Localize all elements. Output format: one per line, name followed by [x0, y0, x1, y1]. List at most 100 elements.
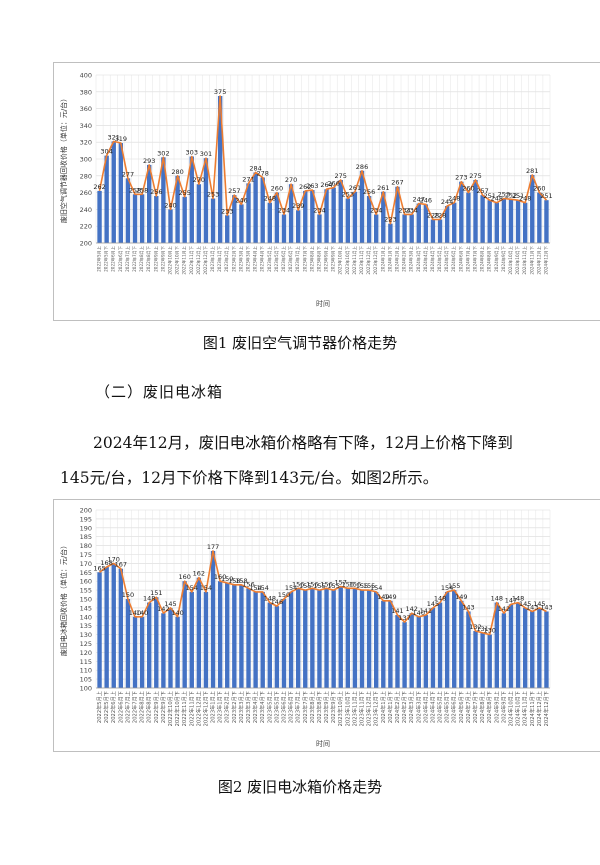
chart1-bar	[97, 190, 102, 243]
chart1-data-label: 263	[306, 182, 318, 190]
chart2-xtick-label: 2022年7月下	[131, 691, 139, 723]
chart2-bar	[132, 616, 138, 688]
chart1-bar	[381, 191, 386, 243]
chart2-ytick-label: 175	[80, 551, 92, 559]
chart1-data-label: 251	[540, 192, 552, 200]
chart1-bar	[310, 190, 315, 243]
chart1-xtick-label: 2024年5月下	[443, 246, 450, 272]
chart2-data-label: 170	[108, 555, 120, 563]
chart1-bar	[338, 180, 343, 243]
chart1-xtick-label: 2024年1月上	[379, 246, 386, 272]
chart1-bar	[139, 194, 145, 243]
chart2-data-label: 141	[391, 607, 403, 615]
chart1-bar	[501, 198, 507, 243]
chart2-data-label: 137	[398, 614, 410, 622]
chart1-bar	[118, 143, 124, 243]
chart2-data-label: 151	[150, 589, 162, 597]
chart1-data-label: 270	[193, 176, 205, 184]
chart2-xtick-label: 2023年7月上	[294, 691, 302, 723]
chart1-xtick-label: 2022年12月上	[195, 246, 202, 275]
chart2-xtick-label: 2022年11月上	[180, 691, 188, 726]
chart2-bar	[253, 591, 258, 688]
chart1-bar	[508, 199, 514, 243]
chart2-data-label: 155	[299, 582, 311, 590]
chart1-bar	[232, 195, 237, 243]
chart1-bar	[161, 157, 166, 243]
chart1-data-label: 278	[256, 169, 268, 177]
chart1-data-label: 277	[122, 170, 134, 178]
chart2-xtick-label: 2024年3月下	[414, 691, 422, 723]
chart2-xtick-label: 2024年11月上	[521, 691, 529, 726]
chart2-ytick-label: 170	[80, 560, 92, 568]
chart2-bar	[473, 631, 478, 688]
chart2-xtick-label: 2024年9月下	[499, 691, 507, 723]
chart2-xtick-label: 2023年11月下	[358, 691, 366, 726]
chart1-data-label: 293	[143, 157, 155, 165]
chart2-xtick-label: 2023年6月下	[287, 691, 295, 723]
chart2-bar	[182, 581, 187, 688]
chart2-data-label: 143	[540, 603, 552, 611]
chart1-bar	[260, 177, 265, 243]
chart2-bar	[395, 615, 400, 688]
chart2-xtick-label: 2023年1月下	[216, 691, 224, 723]
chart1-xtick-label: 2022年6月下	[117, 246, 124, 272]
chart1-bar	[182, 196, 187, 243]
chart1-xtick-label: 2023年11月下	[358, 246, 365, 275]
chart2-data-label: 142	[498, 605, 510, 613]
chart1-xtick-label: 2024年7月上	[464, 246, 471, 272]
chart1-bar	[423, 204, 429, 243]
chart2-data-label: 140	[413, 609, 425, 617]
chart2-xtick-label: 2024年5月上	[436, 691, 444, 723]
chart1-panel: 200 220 240 260 280 300 320 340 360 380 400 262 304 3…	[53, 62, 600, 321]
chart1-data-label: 233	[221, 207, 233, 215]
chart1-bar	[515, 200, 521, 243]
chart1-xtick-label: 2022年9月上	[152, 246, 159, 272]
chart2-bar	[303, 590, 308, 688]
chart2-bar	[487, 634, 492, 688]
chart1-data-label: 228	[434, 211, 446, 219]
chart2-xtick-label: 2023年8月下	[315, 691, 323, 723]
chart1-xtick-label: 2024年7月下	[472, 246, 479, 272]
chart2-bar	[515, 602, 521, 688]
chart2-xtick-label: 2023年11月上	[350, 691, 358, 726]
chart2-bar	[409, 613, 414, 688]
chart1-bar	[402, 214, 407, 243]
chart2-xtick-label: 2024年5月下	[443, 691, 451, 723]
chart2-xtick-label: 2022年8月下	[145, 691, 153, 723]
chart1-bar	[544, 200, 549, 243]
chart2-xtick-label: 2023年5月上	[265, 691, 273, 723]
chart1-data-label: 239	[292, 202, 304, 210]
chart2-ytick-label: 195	[80, 515, 92, 523]
chart1-data-label: 321	[108, 133, 120, 141]
chart1-xtick-label: 2023年4月上	[252, 246, 259, 272]
chart2-line-series	[99, 550, 547, 636]
chart2-data-label: 145	[427, 600, 439, 608]
chart1-data-label: 252	[505, 191, 517, 199]
chart1-xtick-label: 2024年2月上	[393, 246, 400, 272]
chart2-data-label: 159	[221, 575, 233, 583]
chart2-data-label: 155	[313, 582, 325, 590]
chart2-bar	[537, 607, 542, 688]
chart1-bar	[494, 202, 499, 243]
chart2-data-label: 142	[405, 605, 417, 613]
chart1-xtick-label: 2024年12月上	[535, 246, 542, 275]
chart2-xtick-label: 2023年12月下	[372, 691, 380, 726]
chart2-data-label: 154	[370, 584, 382, 592]
chart2-data-label: 149	[377, 593, 389, 601]
chart2-data-label: 140	[136, 609, 148, 617]
chart1-data-label: 244	[441, 198, 453, 206]
chart1-data-label: 267	[391, 179, 403, 187]
chart1-data-label: 262	[299, 183, 311, 191]
chart1-plot: 2002202402602803003203403603804002623043…	[59, 72, 553, 309]
chart1-bar	[217, 96, 223, 243]
chart2-xtick-label: 2023年1月上	[209, 691, 217, 723]
chart2-xtick-label: 2024年12月下	[542, 691, 550, 726]
chart1-bar	[132, 194, 138, 243]
chart1-xtick-label: 2022年10月下	[174, 246, 181, 275]
chart2-xtick-label: 2024年7月上	[464, 691, 472, 723]
chart1-data-label: 258	[136, 186, 148, 194]
chart1-ytick-label: 340	[80, 122, 92, 130]
chart2-data-label: 131	[476, 625, 488, 633]
chart2-data-label: 154	[249, 584, 261, 592]
chart2-data-label: 154	[441, 584, 453, 592]
